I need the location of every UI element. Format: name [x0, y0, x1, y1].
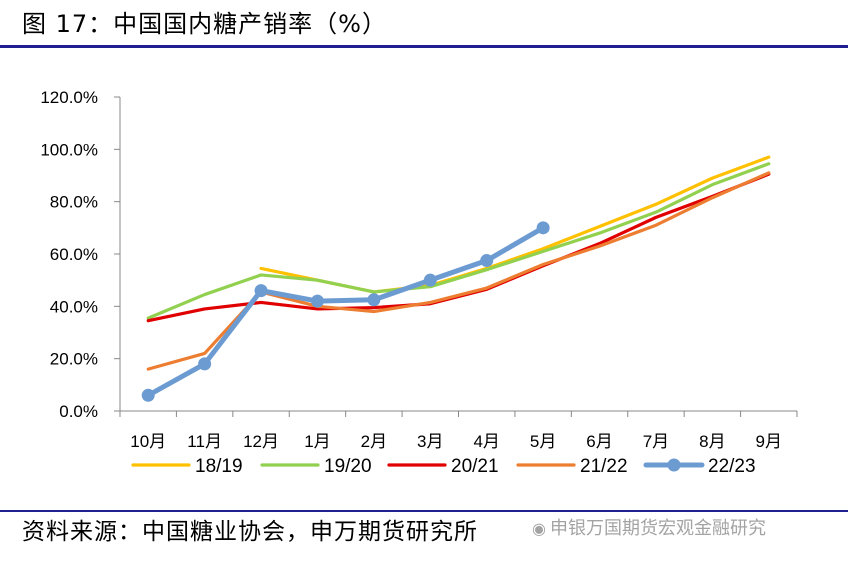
x-tick-label: 4月 [473, 432, 499, 451]
legend-label: 18/19 [195, 456, 243, 477]
x-tick-label: 5月 [530, 432, 556, 451]
series-point-22-23 [423, 273, 437, 287]
x-tick-label: 8月 [699, 432, 725, 451]
footer-rule [0, 510, 848, 512]
series-line-19-20 [146, 162, 771, 320]
x-tick-label: 11月 [187, 432, 222, 451]
figure-title: 图 17：中国国内糖产销率（%） [22, 10, 387, 38]
x-tick-label: 1月 [304, 432, 330, 451]
chart-axes: 0.0% 20.0% 40.0% 60.0% 80.0% 100.0% 120.0% 10月 1… [40, 88, 798, 451]
series-point-22-23 [536, 221, 550, 235]
y-tick-label: 0.0% [59, 402, 98, 421]
chart-legend: 18/19 19/20 20/21 21/22 22/23 [131, 456, 756, 477]
watermark: ◉ 申银万国期货宏观金融研究 [532, 514, 766, 544]
y-tick-label: 20.0% [50, 350, 98, 369]
sugar-sales-ratio-chart: 0.0% 20.0% 40.0% 60.0% 80.0% 100.0% 120.0% 10月 1… [40, 88, 798, 477]
x-tick-label: 3月 [417, 432, 443, 451]
y-tick-label: 60.0% [50, 245, 98, 264]
legend-label: 22/23 [708, 456, 756, 477]
legend-label: 19/20 [324, 456, 372, 477]
series-point-22-23 [480, 254, 494, 268]
watermark-text: 申银万国期货宏观金融研究 [549, 518, 766, 539]
legend-label: 20/21 [451, 456, 499, 477]
header-rule [0, 45, 848, 48]
source-note: 资料来源：中国糖业协会，申万期货研究所 [22, 519, 478, 545]
y-tick-label: 120.0% [40, 88, 98, 107]
x-tick-label: 10月 [130, 432, 166, 451]
x-tick-label: 7月 [643, 432, 669, 451]
x-tick-label: 12月 [243, 432, 279, 451]
x-tick-label: 9月 [756, 432, 782, 451]
series-point-22-23 [141, 388, 155, 402]
chart-series [141, 155, 771, 402]
series-point-22-23 [310, 294, 324, 308]
y-tick-label: 80.0% [50, 193, 98, 212]
wechat-icon: ◉ [532, 519, 546, 538]
legend-label: 21/22 [580, 456, 628, 477]
series-point-22-23 [367, 293, 381, 307]
x-tick-label: 2月 [361, 432, 387, 451]
series-point-22-23 [254, 284, 268, 298]
y-tick-label: 40.0% [50, 297, 98, 316]
x-tick-label: 6月 [586, 432, 612, 451]
series-line-22-23 [145, 225, 546, 398]
legend-marker [667, 458, 681, 472]
series-point-22-23 [198, 357, 212, 371]
series-line-18-19 [259, 155, 771, 294]
y-tick-label: 100.0% [40, 140, 98, 159]
